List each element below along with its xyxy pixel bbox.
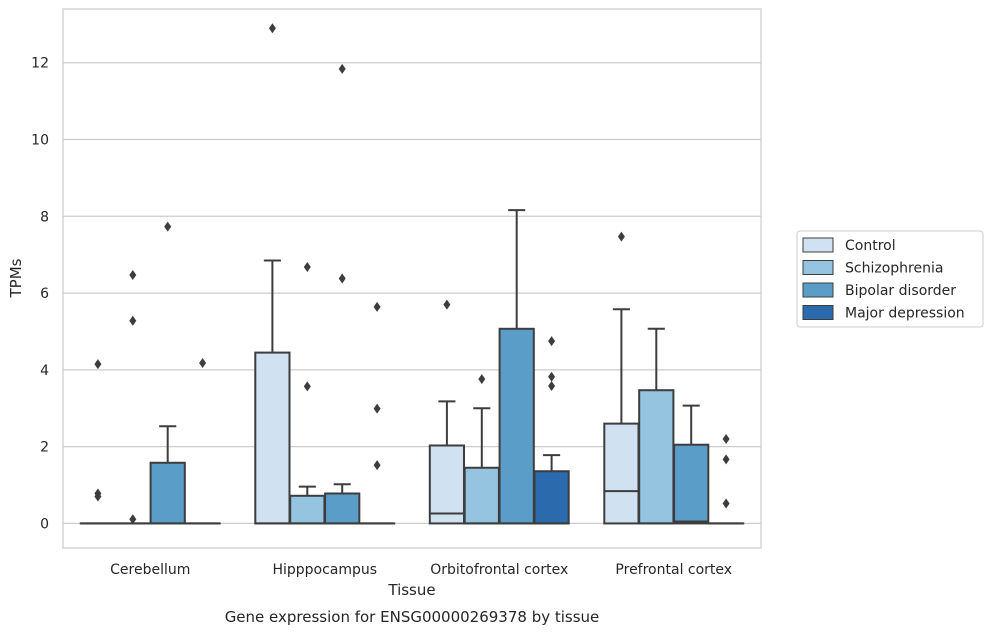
box-group	[79, 359, 117, 525]
box	[463, 466, 500, 525]
outlier-point	[373, 301, 381, 312]
outlier-point	[268, 23, 276, 34]
y-tick-labels: 0 2 4 6 8 10 12	[31, 56, 49, 533]
box-group	[428, 299, 466, 525]
box-group	[324, 63, 361, 525]
legend-swatch	[802, 282, 834, 298]
legend-label: Major depression	[845, 306, 965, 322]
outlier-point	[338, 63, 346, 74]
outlier-point	[338, 273, 346, 284]
box	[324, 492, 361, 525]
outlier-point	[722, 498, 730, 509]
outlier-point	[478, 374, 486, 385]
legend-frame	[796, 230, 984, 328]
outlier-point	[199, 357, 207, 368]
box	[254, 351, 291, 525]
outlier-point	[373, 403, 381, 414]
outlier-point	[443, 299, 451, 310]
outlier-point	[164, 221, 172, 232]
legend-label: Control	[845, 238, 896, 254]
box-group	[358, 301, 396, 525]
y-tick-label: 12	[31, 56, 49, 72]
box-group	[707, 433, 745, 525]
box-group	[184, 357, 221, 525]
outlier-point	[617, 231, 625, 242]
outlier-point	[722, 433, 730, 444]
y-tick-label: 0	[40, 516, 49, 532]
x-tick-label: Orbitofrontal cortex	[430, 562, 568, 578]
y-tick-label: 6	[40, 286, 49, 302]
x-axis-label: Tissue	[387, 581, 435, 599]
box	[149, 461, 186, 525]
box	[428, 444, 466, 525]
box-group	[498, 209, 535, 525]
box	[498, 327, 535, 525]
box-group	[673, 404, 710, 525]
box	[603, 422, 640, 525]
x-tick-label: Cerebellum	[110, 562, 190, 578]
outlier-point	[129, 315, 137, 326]
outlier-point	[548, 336, 556, 347]
box	[289, 494, 326, 525]
box	[673, 443, 710, 525]
plot-frame	[62, 8, 762, 549]
y-tick-label: 8	[40, 209, 49, 225]
y-tick-label: 10	[31, 133, 49, 149]
x-tick-label: Prefrontal cortex	[615, 562, 732, 578]
outlier-point	[129, 270, 137, 281]
outlier-point	[722, 454, 730, 465]
outlier-point	[94, 359, 102, 370]
y-tick-label: 4	[40, 363, 49, 379]
box	[638, 389, 675, 525]
chart-caption: Gene expression for ENSG00000269378 by t…	[225, 608, 600, 626]
box-group	[638, 327, 675, 525]
outlier-point	[373, 460, 381, 471]
outlier-point	[303, 381, 311, 392]
x-tick-labels: Cerebellum Hipppocampus Orbitofrontal cort…	[110, 562, 732, 578]
legend-swatch	[802, 260, 834, 275]
box-group	[254, 23, 291, 525]
legend-label: Schizophrenia	[845, 261, 943, 277]
x-tick-label: Hipppocampus	[272, 562, 377, 578]
outlier-point	[129, 514, 137, 525]
box-group	[149, 221, 186, 525]
y-axis-label: TPMs	[7, 258, 25, 298]
legend-swatch	[802, 237, 834, 253]
box	[533, 470, 570, 525]
legend-label: Bipolar disorder	[845, 283, 956, 299]
outlier-point	[303, 261, 311, 272]
box-group	[533, 336, 570, 525]
outlier-point	[548, 380, 556, 391]
boxes	[79, 23, 745, 525]
y-tick-label: 2	[40, 440, 49, 456]
outlier-point	[548, 371, 556, 382]
outlier-point	[94, 491, 102, 502]
legend-swatch	[802, 305, 834, 320]
legend: Control Schizophrenia Bipolar disorder Majo…	[796, 230, 984, 328]
box-group	[463, 374, 500, 525]
box-group	[289, 261, 326, 525]
